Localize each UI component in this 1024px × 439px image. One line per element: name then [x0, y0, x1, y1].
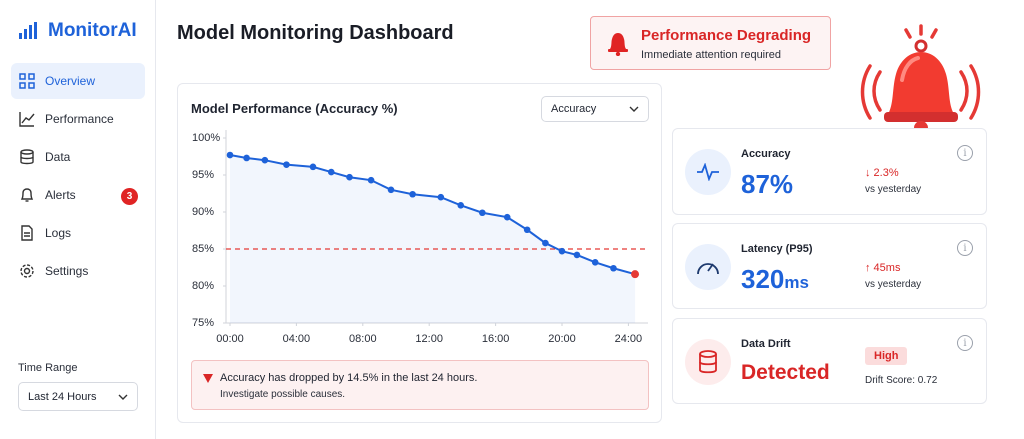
kpi-sub: vs yesterday: [865, 184, 922, 195]
alert-banner: Performance Degrading Immediate attentio…: [590, 16, 831, 70]
nav-label: Alerts: [45, 188, 76, 202]
kpi-title: Latency (P95): [741, 243, 813, 255]
nav-item[interactable]: Logs: [11, 215, 145, 251]
nav-label: Overview: [45, 74, 96, 88]
kpi-icon: [685, 149, 731, 195]
chart-card: Model Performance (Accuracy %) Accuracy …: [177, 83, 662, 423]
warning-box: Accuracy has dropped by 14.5% in the las…: [191, 360, 649, 410]
select-value: Last 24 Hours: [28, 390, 97, 403]
info-icon[interactable]: i: [957, 240, 973, 256]
info-icon[interactable]: i: [957, 335, 973, 351]
icon: [20, 264, 34, 278]
nav-label: Settings: [45, 264, 89, 278]
alert-title: Performance Degrading: [641, 27, 812, 44]
nav-label: Logs: [45, 226, 72, 240]
time-range-label: Time Range: [18, 362, 78, 374]
kpi-title: Data Drift: [741, 338, 791, 350]
brand-icon: [19, 22, 37, 39]
kpi-sub: Drift Score: 0.72: [865, 375, 938, 386]
chevron: [629, 106, 639, 112]
icon: [19, 112, 35, 127]
nav-item[interactable]: Alerts 3: [11, 177, 145, 213]
kpi-icon: [685, 339, 731, 385]
page-title: Model Monitoring Dashboard: [177, 22, 454, 44]
bell-illustration: [860, 24, 981, 135]
nav-label: Performance: [45, 112, 114, 126]
kpi-change: ↑ 45ms: [865, 262, 901, 274]
brand: MonitorAI: [18, 20, 137, 42]
warning-text: Accuracy has dropped by 14.5% in the las…: [220, 372, 478, 384]
nav-label: Data: [45, 150, 71, 164]
warning-detail: Investigate possible causes.: [220, 389, 346, 400]
severity-badge: High: [865, 347, 908, 365]
kpi-value: 320ms: [741, 264, 809, 295]
icon: [20, 149, 34, 165]
kpi-card: Accuracy 87% ↓ 2.3% vs yesterday i: [672, 128, 987, 215]
alert-subtitle: Immediate attention required: [641, 49, 782, 61]
time-range-select[interactable]: Last 24 Hours: [18, 382, 138, 411]
brand-name: MonitorAI: [48, 20, 137, 41]
nav-item[interactable]: Performance: [11, 101, 145, 137]
metric-select[interactable]: Accuracy: [541, 96, 649, 122]
kpi-change: ↓ 2.3%: [865, 167, 899, 179]
kpi-card: Latency (P95) 320ms ↑ 45ms vs yesterday …: [672, 223, 987, 309]
icon: [21, 225, 33, 241]
kpi-value: 87%: [741, 169, 794, 199]
icon: [19, 73, 35, 89]
nav-item[interactable]: Data: [11, 139, 145, 175]
kpi-value: Detected: [741, 361, 830, 384]
nav-item[interactable]: Overview: [11, 63, 145, 99]
nav-item[interactable]: Settings: [11, 253, 145, 289]
kpi-card: Data Drift Detected High Drift Score: 0.…: [672, 318, 987, 404]
alert-icon: [608, 33, 628, 56]
kpi-unit: ms: [784, 273, 809, 292]
warning-icon: [203, 374, 213, 383]
select-value: Accuracy: [551, 103, 597, 115]
kpi-icon: [685, 244, 731, 290]
kpi-number: 320: [741, 264, 785, 294]
kpi-title: Accuracy: [741, 148, 791, 160]
chart-title: Model Performance (Accuracy %): [191, 101, 398, 116]
sidebar: MonitorAI Overview Performance Data Aler…: [0, 0, 156, 439]
kpi-sub: vs yesterday: [865, 279, 922, 290]
chevron: [118, 394, 128, 400]
alerts-badge: 3: [121, 188, 138, 205]
icon: [20, 188, 34, 202]
info-icon[interactable]: i: [957, 145, 973, 161]
